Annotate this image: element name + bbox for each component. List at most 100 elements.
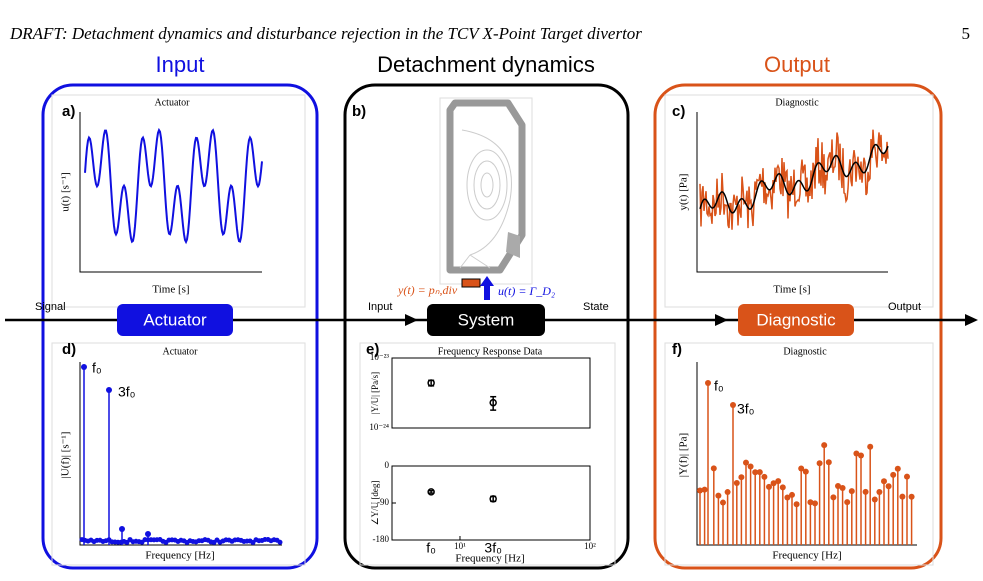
stem-head [816,460,823,467]
stem-head [798,465,805,472]
panel-letter: b) [352,103,366,120]
stem-head [738,474,745,481]
panel-title: Actuator [155,97,191,108]
stem-head [853,450,860,457]
panel-letter: c) [672,103,685,120]
x-axis-label: Frequency [Hz] [455,553,524,565]
stem-head [715,492,722,499]
output-box [653,83,943,570]
block-label: Actuator [143,310,207,329]
y-axis-label: |Y/U| [Pa/s] [370,372,380,414]
noisy-curve [699,129,889,230]
stem-head [789,491,795,498]
column-title: Input [156,52,205,77]
stem-head [106,387,112,393]
arrow-head [715,314,728,326]
y-axis-label: |U(f)| [s⁻¹] [60,432,72,479]
stem-head [697,487,703,494]
stem-head [761,473,768,480]
axes-box [391,357,591,429]
x-tick-label: 10² [584,541,596,551]
stem-head [710,465,717,472]
annotation: 3f₀ [484,540,502,556]
stem-head [881,478,887,485]
stem-head [733,480,740,487]
stem-head [835,483,841,490]
flow-label: Signal [35,301,66,313]
smooth-curve [699,143,889,214]
stem-head [899,493,906,500]
point [427,488,435,496]
stem-head [756,469,763,476]
stem-head [724,489,731,496]
header-title: DRAFT: Detachment dynamics and disturban… [9,24,642,43]
stem-head [830,494,837,501]
panel-title: Frequency Response Data [438,346,543,357]
flow-label: Output [888,301,921,313]
y-tick-label: -180 [373,534,390,544]
stem-head [802,468,809,475]
panel-letter: e) [366,341,379,358]
stem-head [876,489,883,496]
arrow-head [965,314,978,326]
flow-label: State [583,301,609,313]
annotation: f₀ [426,540,436,556]
arrow-head [405,314,418,326]
y-tick-label: -90 [377,497,389,507]
panel-letter: a) [62,103,75,120]
stem-head [908,493,915,500]
x-tick-label: 10¹ [454,541,466,551]
input-label: u(t) = Γ_D₂ [498,284,555,298]
tokamak-sketch [439,97,533,300]
block-label: Diagnostic [756,310,836,329]
stem-head [145,531,151,537]
annotation: 3f₀ [118,384,136,400]
diagnostic-block [738,304,854,336]
panel-title: Diagnostic [775,97,819,108]
panel-title: Diagnostic [783,346,827,357]
point [489,398,497,407]
panel-letter: f) [672,341,682,358]
actuator-block [117,304,233,336]
page-number: 5 [962,24,971,43]
stem-head [752,469,759,476]
annotation: f₀ [92,360,102,376]
stem-head [766,483,772,490]
y-axis-label: u(t) [s⁻¹] [60,172,72,211]
stem-head [821,442,828,449]
output-label: y(t) = pₙ,div [397,283,458,297]
stem-head [705,380,711,386]
stem-head [890,471,897,478]
x-axis-label: Time [s] [773,284,810,296]
x-axis-label: Frequency [Hz] [772,550,841,562]
annotation: f₀ [714,378,724,394]
illustrative-curves [79,127,915,545]
y-tick-label: 0 [385,460,390,470]
x-axis-label: Time [s] [152,284,189,296]
stem-head [747,463,754,470]
y-axis-label: |Y(f)| [Pa] [678,433,690,477]
signal-curve [84,127,263,245]
flow-label: Input [368,301,392,313]
stem-head [807,499,814,506]
system-box [343,83,630,570]
block-label: System [458,310,515,329]
stem-head [858,452,864,459]
stem-head [825,459,832,466]
stem-head [730,402,736,408]
y-axis-label: ∠Y/U [deg] [370,481,380,526]
column-title: Output [764,52,830,77]
axes [79,112,917,546]
stem-head [784,494,791,501]
stem-head [770,480,777,487]
stem-head [904,473,910,480]
stem-head [779,484,786,491]
column-title: Detachment dynamics [377,52,595,77]
stem-head [119,526,125,532]
stem-head [793,501,800,508]
stem-head [277,539,283,545]
stem-head [743,459,749,466]
stem-head [867,443,874,450]
stem-head [844,499,851,506]
y-tick-label: 10⁻²³ [370,352,389,362]
